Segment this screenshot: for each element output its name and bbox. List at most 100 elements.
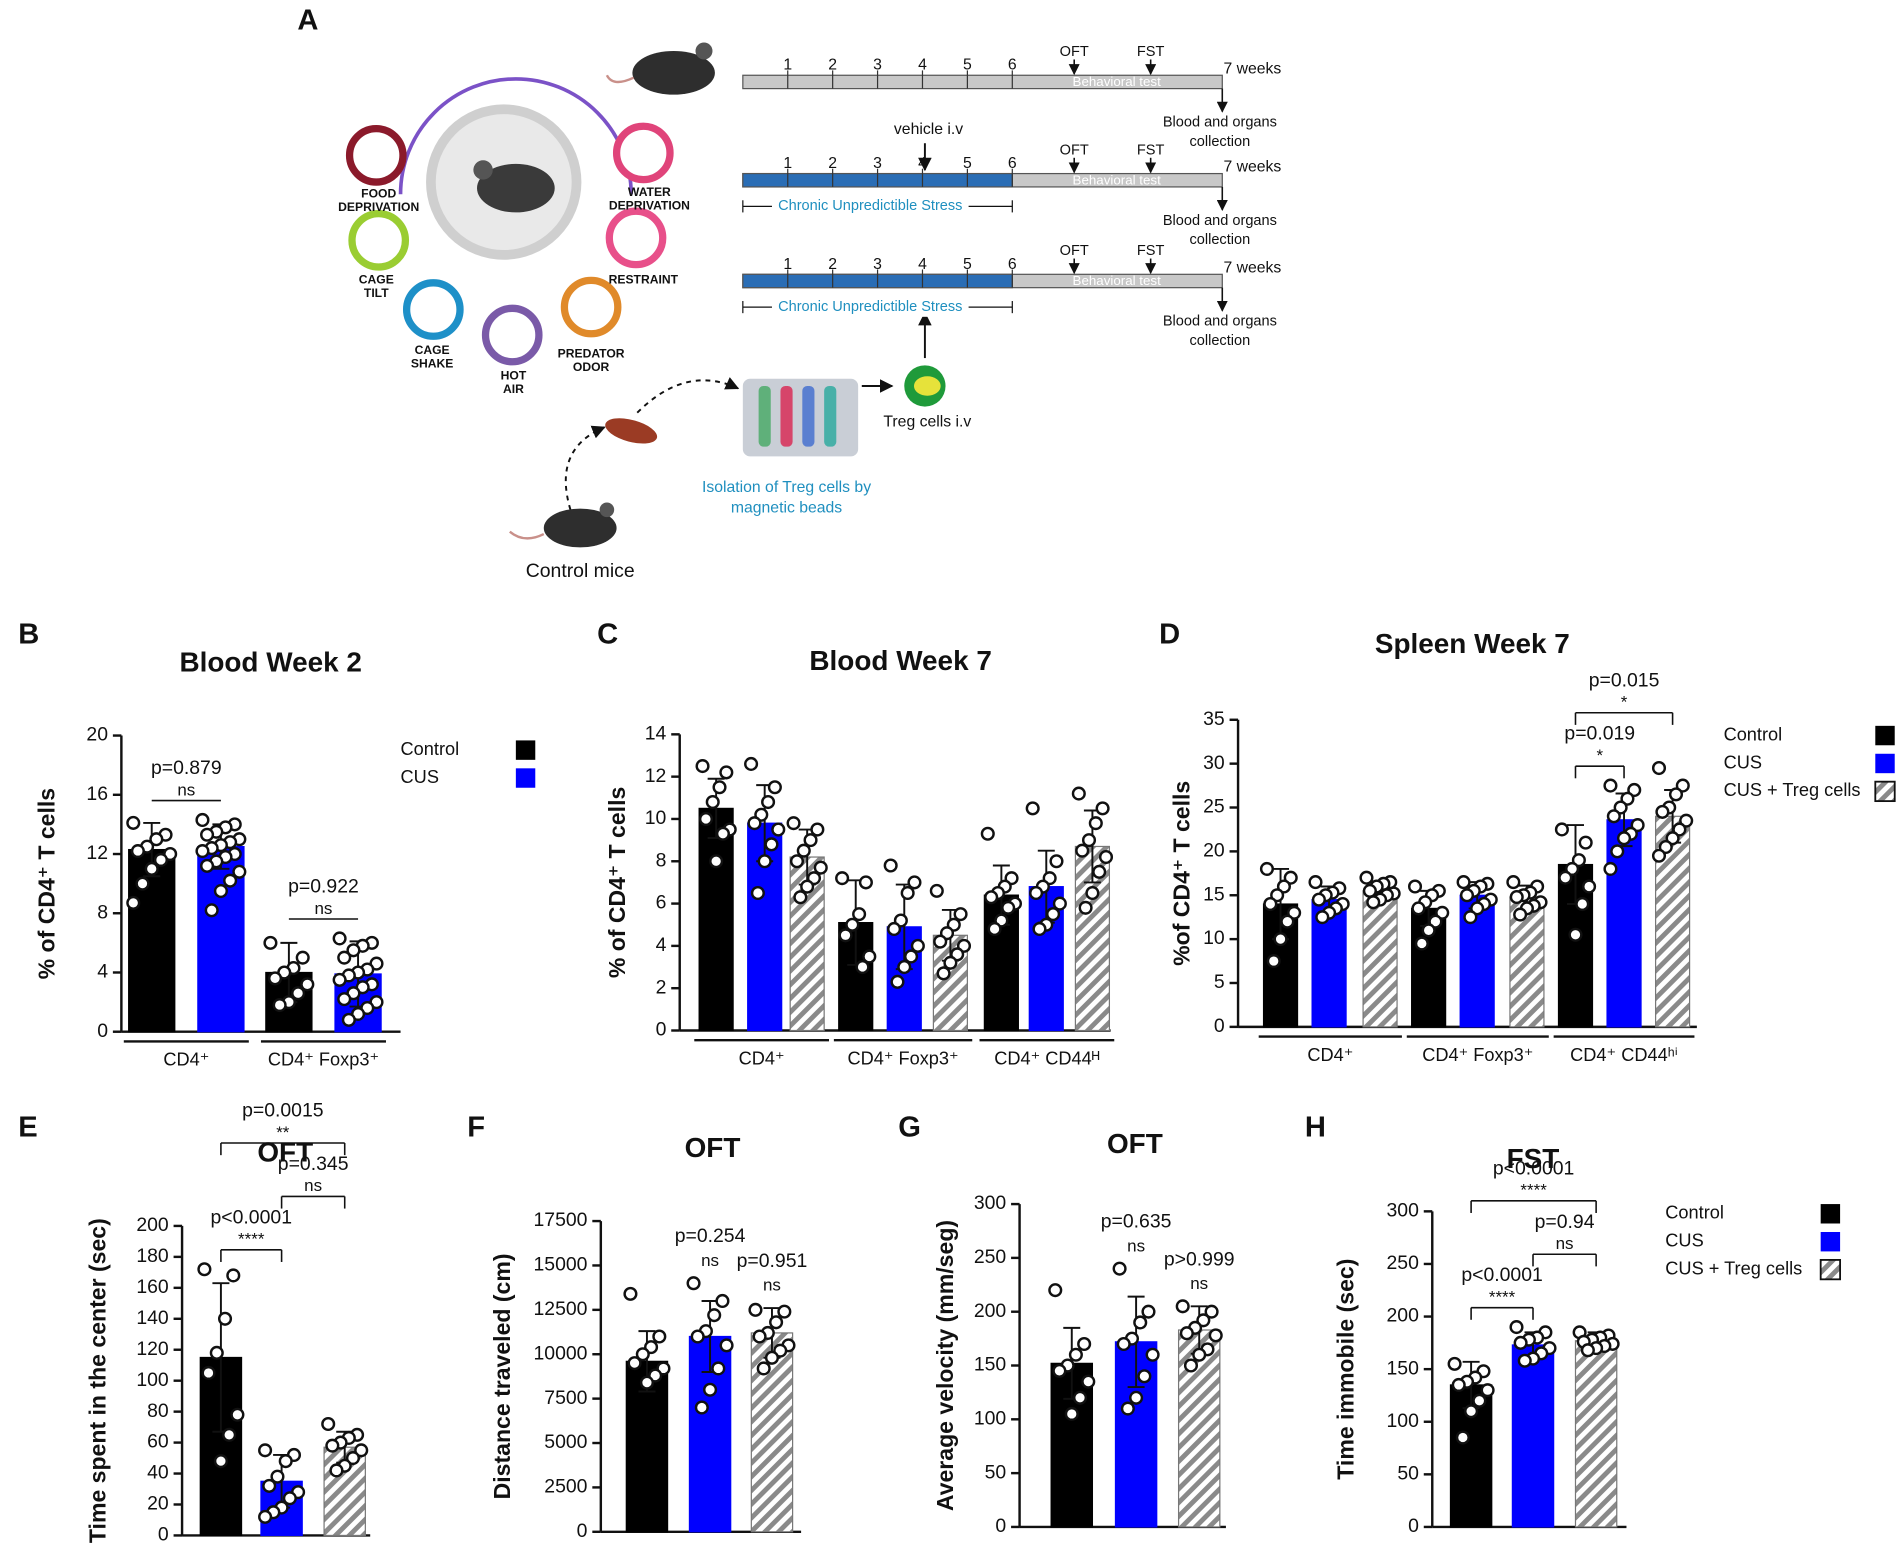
data-point xyxy=(1655,804,1670,819)
legend-label: Control xyxy=(401,739,460,759)
y-axis-label: Time spent in the center (sec) xyxy=(85,1218,111,1543)
data-point xyxy=(1133,1315,1148,1330)
data-point xyxy=(1554,822,1569,837)
label-bg xyxy=(771,196,969,217)
test-label: OFT xyxy=(1060,243,1089,259)
sig-stars: ns xyxy=(177,780,195,799)
data-point xyxy=(272,998,287,1013)
behavioral-label: Behavioral test xyxy=(1073,74,1162,89)
x-tick-label: CD4⁺ xyxy=(1307,1045,1353,1065)
y-tick-label: 4 xyxy=(97,961,108,983)
data-point xyxy=(209,1345,224,1360)
y-tick-label: 25 xyxy=(1203,796,1225,818)
stressor-label: PREDATOR xyxy=(558,347,625,361)
data-point xyxy=(933,934,948,949)
data-point xyxy=(1208,1328,1223,1343)
sig-stars: ns xyxy=(1556,1234,1574,1253)
week-label: 5 xyxy=(963,155,972,172)
chart-title: OFT xyxy=(685,1132,741,1163)
data-point xyxy=(987,921,1002,937)
y-tick-label: 15 xyxy=(1203,883,1225,905)
y-tick-label: 150 xyxy=(1387,1357,1420,1379)
spleen xyxy=(605,418,658,444)
data-point xyxy=(858,875,873,890)
icon-tilt xyxy=(348,209,410,271)
week-label: 4 xyxy=(918,155,927,172)
y-axis-label: % of CD4⁺ T cells xyxy=(34,788,60,979)
chart: D Spleen Week 7 %of CD4⁺ T cells 0 5 10 15 20 25… xyxy=(1159,619,1896,1065)
week-label: 2 xyxy=(828,256,837,273)
weeks-end-label: 7 weeks xyxy=(1223,259,1281,276)
behavioral-label: Behavioral test xyxy=(1073,172,1162,187)
data-point xyxy=(1517,1353,1532,1368)
data-point xyxy=(1032,921,1047,937)
mouse-ear xyxy=(695,42,713,60)
data-point xyxy=(1081,1374,1096,1389)
data-point xyxy=(1513,1335,1528,1350)
x-tick-label: CD4⁺ CD44ᴴ xyxy=(994,1048,1100,1068)
tube xyxy=(824,385,837,447)
data-point xyxy=(1052,896,1067,911)
week-label: 3 xyxy=(873,155,882,172)
data-point xyxy=(223,873,238,888)
sig-stars: ns xyxy=(1127,1236,1145,1255)
data-point xyxy=(200,858,215,873)
y-tick-label: 4 xyxy=(656,934,667,956)
panel-letter: D xyxy=(1159,619,1180,651)
y-tick-label: 300 xyxy=(974,1192,1007,1214)
mouse-icon xyxy=(477,163,555,213)
data-point xyxy=(852,907,867,922)
data-point xyxy=(707,1308,722,1323)
data-point xyxy=(686,1276,701,1291)
collection-label: collection xyxy=(1190,232,1251,248)
data-point xyxy=(201,1365,216,1380)
data-point xyxy=(1266,954,1281,969)
y-axis-label: Average velocity (mm/seg) xyxy=(932,1220,958,1511)
data-point xyxy=(719,765,734,780)
data-point xyxy=(623,1286,638,1301)
week-label: 6 xyxy=(1008,155,1017,172)
data-point xyxy=(321,1416,336,1432)
mouse-ear xyxy=(599,502,615,518)
collection-label: collection xyxy=(1190,333,1251,349)
data-point xyxy=(764,1350,780,1365)
data-point xyxy=(126,815,141,830)
data-point xyxy=(258,1443,273,1458)
data-point xyxy=(907,875,922,890)
y-tick-label: 20 xyxy=(86,724,108,746)
collection-label: Blood and organs xyxy=(1163,313,1277,329)
y-tick-label: 8 xyxy=(656,849,667,871)
data-point xyxy=(1183,1358,1199,1373)
test-label: OFT xyxy=(1060,142,1089,158)
behavioral-label: Behavioral test xyxy=(1073,273,1162,288)
p-value: p=0.922 xyxy=(288,876,359,898)
sig-stars: ns xyxy=(314,899,332,918)
data-point xyxy=(1263,896,1278,912)
y-tick-label: 12500 xyxy=(534,1298,588,1320)
data-point xyxy=(1610,844,1625,859)
data-point xyxy=(149,832,164,847)
legend-swatch xyxy=(1874,780,1896,803)
cus-label: Chronic Unpredictible Stress xyxy=(778,198,962,214)
data-point xyxy=(757,854,772,869)
data-point xyxy=(258,1509,273,1524)
y-tick-label: 40 xyxy=(147,1462,169,1484)
data-point xyxy=(709,854,724,869)
sig-stars: ** xyxy=(276,1123,290,1142)
data-point xyxy=(1421,923,1436,938)
data-point xyxy=(1088,816,1103,831)
y-axis-label: Time immobile (sec) xyxy=(1332,1259,1358,1480)
data-point xyxy=(835,871,850,886)
data-point xyxy=(295,950,310,965)
data-point xyxy=(222,1427,237,1442)
data-point xyxy=(1668,787,1684,802)
data-point xyxy=(337,950,352,965)
y-tick-label: 200 xyxy=(136,1214,169,1236)
data-point xyxy=(291,986,306,1001)
panel-letter: B xyxy=(18,619,39,651)
legend-label: Control xyxy=(1665,1203,1724,1223)
data-point xyxy=(1580,1343,1595,1358)
stressor-label: SHAKE xyxy=(411,356,453,370)
data-point xyxy=(213,884,228,899)
data-point xyxy=(900,885,915,901)
